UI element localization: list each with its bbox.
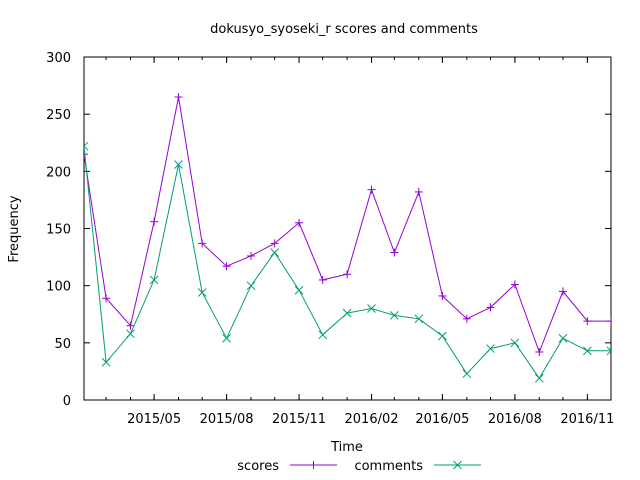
data-point-scores xyxy=(343,270,352,279)
data-point-comments xyxy=(318,330,328,340)
x-tick-label: 2015/08 xyxy=(200,412,254,427)
data-point-comments xyxy=(222,333,231,343)
data-point-scores xyxy=(486,303,495,312)
data-point-comments xyxy=(390,311,399,320)
legend-label-comments: comments xyxy=(354,459,423,474)
x-tick-label: 2015/11 xyxy=(272,412,326,427)
data-point-comments xyxy=(342,308,352,318)
legend: scores comments xyxy=(237,459,481,474)
data-point-scores xyxy=(390,248,399,257)
data-point-scores xyxy=(102,294,111,303)
data-point-comments xyxy=(84,141,89,151)
legend-marker-comments xyxy=(453,460,462,470)
data-point-comments xyxy=(583,346,592,356)
data-point-scores xyxy=(247,251,256,260)
data-point-comments xyxy=(534,373,544,383)
series-layer xyxy=(84,93,611,383)
data-point-comments xyxy=(101,357,111,367)
data-point-scores xyxy=(535,347,544,356)
y-tick-label: 150 xyxy=(46,223,71,238)
y-axis-label: Frequency xyxy=(7,195,22,262)
chart-title: dokusyo_syoseki_r scores and comments xyxy=(210,22,478,37)
series-line-comments xyxy=(84,146,611,380)
x-tick-label: 2016/11 xyxy=(560,412,614,427)
y-tick-label: 250 xyxy=(46,108,71,123)
x-axis-label: Time xyxy=(330,440,363,455)
data-point-comments xyxy=(294,285,304,295)
data-point-comments xyxy=(606,346,611,356)
legend-marker-scores xyxy=(309,461,318,469)
data-point-scores xyxy=(295,218,304,227)
data-point-scores xyxy=(367,185,376,194)
data-point-comments xyxy=(510,338,520,348)
series-comments xyxy=(84,141,611,383)
x-tick-label: 2016/02 xyxy=(345,412,399,427)
data-point-scores xyxy=(126,321,135,330)
data-point-comments xyxy=(438,331,447,341)
data-point-scores xyxy=(270,239,279,248)
data-point-comments xyxy=(174,160,183,169)
data-point-scores xyxy=(462,314,471,323)
data-point-comments xyxy=(558,333,568,343)
y-tick-label: 0 xyxy=(63,394,71,409)
data-point-comments xyxy=(197,288,207,297)
data-point-scores xyxy=(150,217,159,226)
data-point-scores xyxy=(607,317,611,326)
data-point-comments xyxy=(414,314,424,324)
data-point-comments xyxy=(270,248,279,257)
data-point-scores xyxy=(558,287,567,296)
data-point-scores xyxy=(174,93,183,102)
y-tick-label: 50 xyxy=(54,337,71,352)
data-point-scores xyxy=(318,275,327,284)
y-tick-label: 200 xyxy=(46,165,71,180)
y-tick-label: 100 xyxy=(46,280,71,295)
data-point-comments xyxy=(149,275,159,285)
data-point-scores xyxy=(414,187,423,196)
y-axis: 0 50 100 150 200 250 300 xyxy=(46,51,611,409)
data-point-comments xyxy=(126,329,135,339)
x-tick-label: 2015/05 xyxy=(127,412,181,427)
y-tick-label: 300 xyxy=(46,51,71,66)
data-point-scores xyxy=(198,239,207,248)
legend-label-scores: scores xyxy=(237,459,279,474)
x-axis: 2015/05 2015/08 2015/11 2016/02 2016/05 2016/… xyxy=(83,57,614,427)
data-point-scores xyxy=(84,150,88,159)
data-point-scores xyxy=(583,317,592,326)
x-tick-label: 2016/05 xyxy=(415,412,469,427)
data-point-scores xyxy=(438,291,447,300)
data-point-scores xyxy=(510,280,519,289)
data-point-comments xyxy=(486,344,495,353)
data-point-comments xyxy=(246,281,256,291)
series-scores xyxy=(84,93,611,356)
plot-frame xyxy=(83,56,612,401)
x-tick-label: 2016/08 xyxy=(488,412,542,427)
data-point-scores xyxy=(222,262,231,271)
data-point-comments xyxy=(367,304,376,313)
data-point-comments xyxy=(462,369,472,379)
